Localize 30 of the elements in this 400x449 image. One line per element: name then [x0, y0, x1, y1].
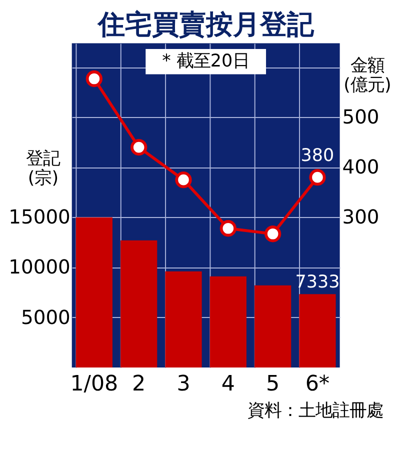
- y2-tick-label: 400: [342, 156, 380, 179]
- y-axis-title: 登記 (宗): [26, 149, 60, 189]
- data-label: 380: [300, 146, 334, 166]
- point: [264, 226, 282, 242]
- x-tick-label: 2: [132, 371, 146, 396]
- y-tick-label: 15000: [8, 206, 70, 229]
- point: [86, 70, 102, 88]
- x-tick-label: 3: [176, 371, 190, 396]
- x-tick-label: 6*: [305, 371, 330, 396]
- bar: [120, 240, 158, 368]
- bar: [76, 217, 112, 368]
- point: [175, 172, 192, 188]
- x-tick-label: 4: [221, 371, 235, 396]
- point: [130, 138, 148, 156]
- annotation: * 截至20日: [162, 52, 250, 72]
- x-tick-label: 1/08: [70, 371, 118, 396]
- y2-tick-label: 300: [342, 206, 380, 229]
- bar: [210, 276, 246, 368]
- bar: [299, 294, 336, 368]
- chart-title: 住宅買賣按月登記: [96, 10, 315, 41]
- y2-tick-label: 500: [342, 106, 380, 129]
- text: 資料：土地註冊處: [247, 401, 384, 422]
- y-tick-label: 5000: [21, 306, 70, 329]
- y2-axis-title: 金額 (億元): [344, 56, 392, 96]
- bar: [165, 271, 202, 368]
- y-tick-label: 10000: [8, 256, 70, 279]
- x-tick-label: 5: [266, 371, 280, 396]
- point: [309, 169, 326, 186]
- point: [220, 220, 236, 237]
- bar: [254, 285, 292, 368]
